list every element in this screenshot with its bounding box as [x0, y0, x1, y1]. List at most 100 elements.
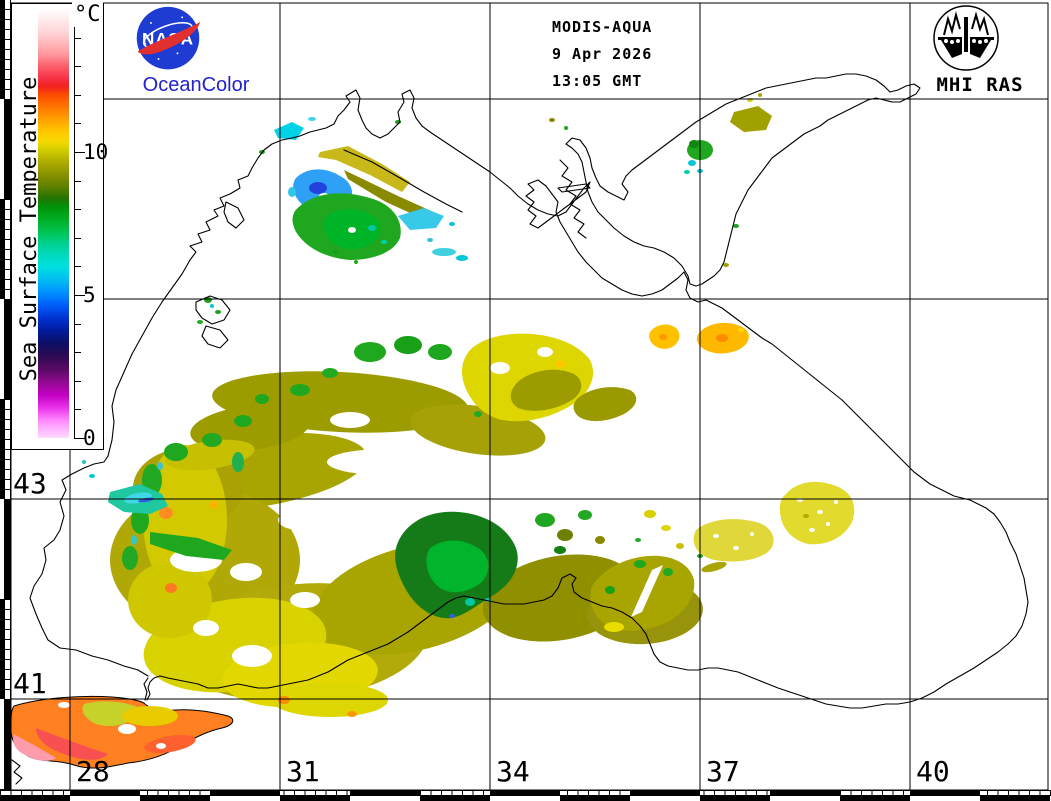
sst-patch	[723, 263, 729, 267]
sst-patch	[535, 513, 555, 527]
colorbar-axis	[74, 9, 75, 439]
colorbar-tick	[74, 352, 81, 354]
colorbar-tick	[74, 94, 81, 96]
sst-patch	[318, 146, 410, 192]
sst-patch	[733, 546, 739, 550]
colorbar-tick-label: 10	[83, 140, 109, 164]
sst-patch	[164, 443, 188, 461]
sst-patch	[738, 328, 744, 332]
sst-patch	[398, 208, 444, 230]
sst-patch	[197, 320, 203, 324]
coastline-azov	[565, 73, 921, 287]
scene-info-block: MODIS-AQUA 9 Apr 2026 13:05 GMT	[552, 16, 652, 97]
sst-patch	[554, 546, 566, 554]
colorbar-gradient	[38, 9, 69, 438]
sst-patch	[122, 706, 178, 726]
sst-patch	[803, 514, 809, 518]
sst-patch	[449, 222, 455, 226]
coastline-liman	[223, 201, 245, 229]
sst-patch	[278, 510, 322, 530]
sst-patch	[817, 510, 823, 514]
sst-patch	[327, 449, 443, 475]
sst-patch	[634, 560, 646, 568]
sst-patch	[368, 225, 376, 231]
frame-bottom-coarse-bar	[0, 796, 1051, 801]
mhi-ras-label: MHI RAS	[936, 74, 1024, 96]
sst-patch	[733, 224, 739, 228]
sst-patch	[36, 728, 108, 760]
sst-patch	[82, 460, 86, 464]
sst-patch	[150, 532, 232, 560]
nasa-oceancolor-block: NASA OceanColor	[130, 4, 262, 97]
sst-patch	[537, 347, 553, 357]
sst-patch	[758, 93, 762, 97]
sst-patch	[118, 724, 136, 734]
sst-patch	[13, 734, 56, 761]
sst-patch	[232, 645, 272, 667]
lat-label: 41	[13, 667, 47, 700]
sst-patch	[333, 250, 339, 254]
sst-patch	[834, 500, 838, 504]
sst-patch	[381, 240, 387, 244]
sst-patch	[474, 411, 482, 417]
sst-patch	[659, 334, 667, 340]
oceancolor-label: OceanColor	[142, 74, 250, 96]
sst-patch	[131, 535, 137, 545]
sst-patch	[693, 519, 774, 562]
sst-patch	[555, 360, 565, 368]
sst-patch	[688, 160, 696, 166]
sst-patch	[144, 734, 196, 754]
sst-patch	[750, 532, 754, 536]
colorbar-tick-label: 5	[83, 283, 96, 307]
sst-patch	[122, 546, 138, 570]
sst-patch	[344, 170, 438, 222]
colorbar-panel: Sea Surface Temperature 0 5 10 °C	[11, 2, 108, 450]
sst-patch	[89, 474, 95, 478]
coastline-lagoon	[195, 295, 231, 325]
sst-patch	[564, 126, 568, 130]
scene-date: 9 Apr 2026	[552, 45, 653, 63]
sst-patch	[428, 344, 452, 360]
sst-patch	[210, 501, 218, 509]
coastline-dardanelles	[11, 759, 23, 785]
coastline-layer	[11, 73, 1029, 785]
colorbar-tick	[74, 323, 81, 325]
sst-data-patches	[10, 93, 855, 769]
sst-patch	[605, 586, 615, 594]
lon-label: 31	[286, 755, 320, 788]
sst-patch	[165, 583, 177, 593]
sst-patch	[308, 117, 316, 121]
sst-patch	[290, 592, 320, 608]
sst-patch	[557, 529, 573, 541]
colorbar-tick	[74, 380, 81, 382]
sst-patch	[230, 563, 262, 581]
sst-patch	[234, 415, 252, 427]
sst-patch	[347, 711, 357, 717]
coastline-bosphorus	[143, 677, 149, 701]
sst-patch	[288, 187, 296, 197]
sst-patch	[330, 412, 370, 428]
colorbar-tick-label: 0	[83, 426, 96, 450]
sst-patch	[604, 622, 624, 632]
colorbar-tick	[74, 295, 85, 296]
sst-patch	[278, 696, 290, 704]
sst-patch	[58, 702, 70, 708]
coastline-lagoon	[201, 325, 229, 349]
colorbar-tick	[74, 37, 81, 39]
sst-patch	[676, 543, 684, 549]
sst-patch	[427, 238, 433, 242]
sst-patch	[826, 522, 830, 526]
mhi-ras-block: MHI RAS	[929, 4, 1031, 96]
sst-patch	[156, 743, 166, 749]
lon-label: 34	[496, 755, 530, 788]
sst-patch	[193, 620, 219, 636]
lat-label: 43	[13, 467, 47, 500]
colorbar-tick	[74, 180, 81, 182]
sst-patch	[290, 384, 310, 396]
frame-left-coarse-bar	[0, 0, 5, 790]
sst-patch	[215, 310, 221, 314]
sst-patch	[684, 170, 690, 174]
coastline-sivash	[559, 159, 587, 239]
